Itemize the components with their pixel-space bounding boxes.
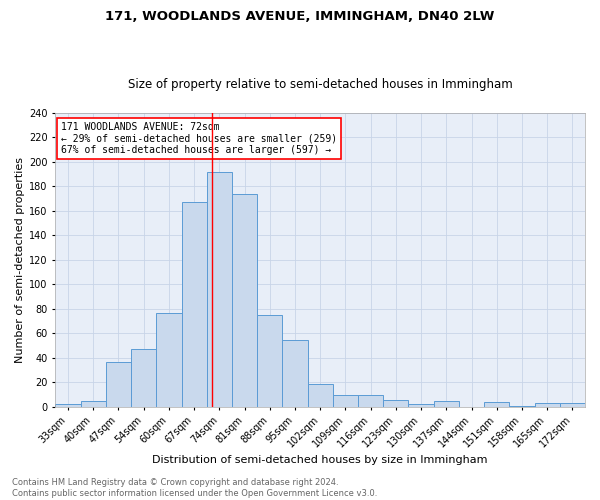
Bar [383, 400, 409, 407]
Bar [535, 403, 560, 407]
Bar [358, 394, 383, 407]
Bar [80, 401, 106, 407]
Text: 171 WOODLANDS AVENUE: 72sqm
← 29% of semi-detached houses are smaller (259)
67% : 171 WOODLANDS AVENUE: 72sqm ← 29% of sem… [61, 122, 337, 155]
Bar [257, 315, 283, 407]
Bar [308, 384, 333, 407]
Bar [182, 202, 207, 407]
Bar [283, 340, 308, 407]
Bar [434, 401, 459, 407]
Bar [409, 404, 434, 407]
X-axis label: Distribution of semi-detached houses by size in Immingham: Distribution of semi-detached houses by … [152, 455, 488, 465]
Text: Contains HM Land Registry data © Crown copyright and database right 2024.
Contai: Contains HM Land Registry data © Crown c… [12, 478, 377, 498]
Bar [509, 406, 535, 407]
Title: Size of property relative to semi-detached houses in Immingham: Size of property relative to semi-detach… [128, 78, 512, 91]
Bar [232, 194, 257, 407]
Bar [157, 312, 182, 407]
Bar [333, 394, 358, 407]
Bar [207, 172, 232, 407]
Bar [560, 403, 585, 407]
Bar [484, 402, 509, 407]
Text: 171, WOODLANDS AVENUE, IMMINGHAM, DN40 2LW: 171, WOODLANDS AVENUE, IMMINGHAM, DN40 2… [106, 10, 494, 23]
Bar [131, 350, 157, 407]
Y-axis label: Number of semi-detached properties: Number of semi-detached properties [15, 157, 25, 363]
Bar [106, 362, 131, 407]
Bar [55, 404, 80, 407]
